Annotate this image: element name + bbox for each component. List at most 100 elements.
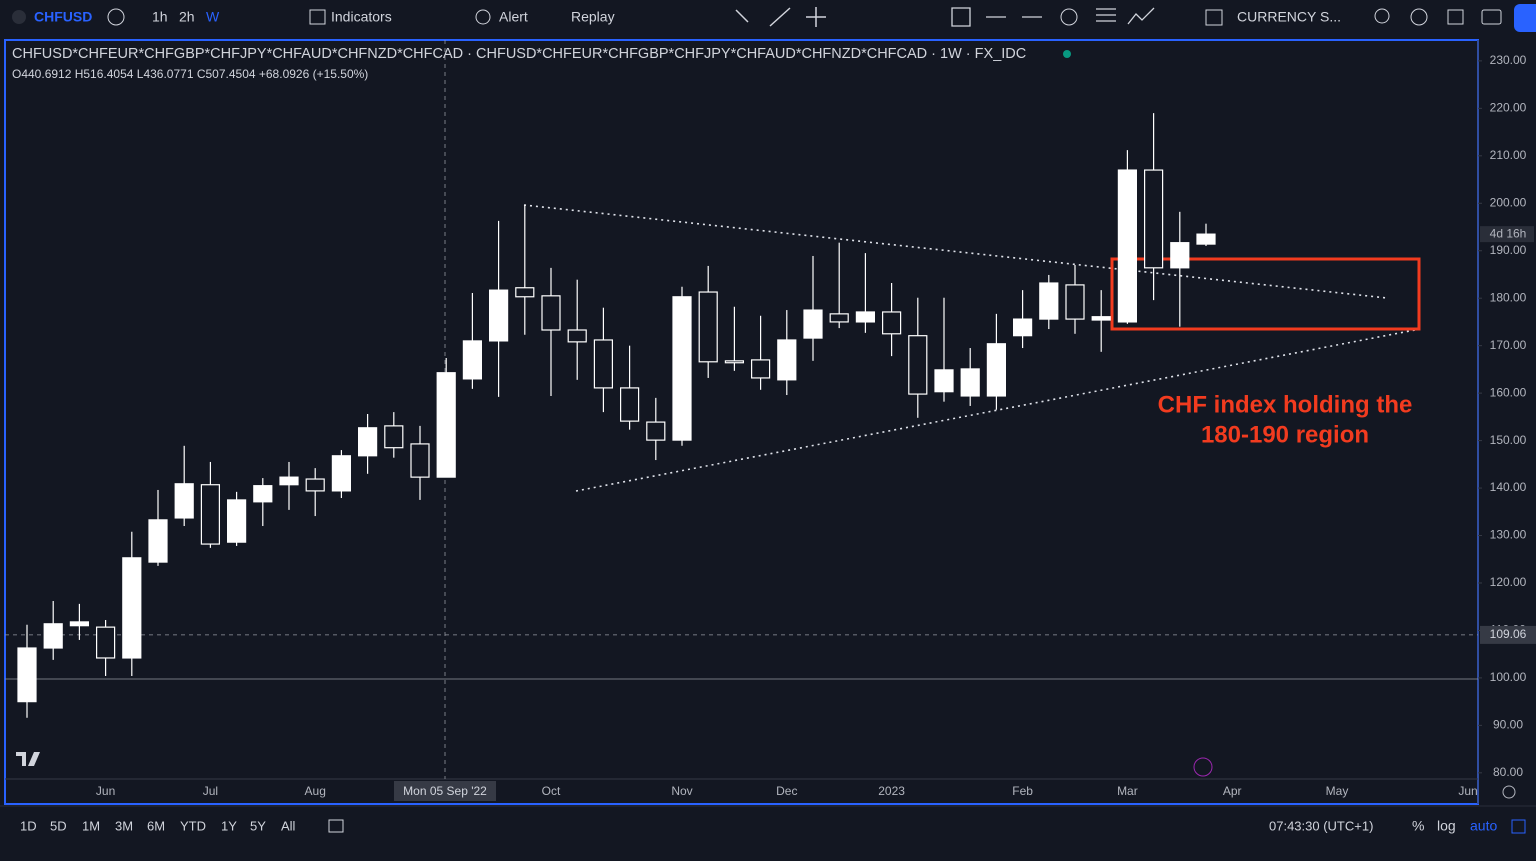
x-tick-label: Jun bbox=[96, 784, 115, 798]
alert-icon bbox=[475, 9, 491, 25]
snapshot-button[interactable] bbox=[1481, 9, 1502, 25]
auto-toggle[interactable]: auto bbox=[1470, 818, 1497, 834]
candle-body bbox=[305, 478, 325, 492]
range-button[interactable]: YTD bbox=[180, 818, 206, 833]
candle-body bbox=[829, 313, 849, 323]
measure-tool[interactable] bbox=[1060, 8, 1078, 26]
candle-body bbox=[122, 557, 142, 659]
candle-body bbox=[331, 455, 351, 492]
candle-body bbox=[489, 289, 509, 342]
x-tick-label: Jun bbox=[1458, 784, 1477, 798]
candle-body bbox=[934, 369, 954, 393]
layout-button[interactable]: CURRENCY S... bbox=[1237, 9, 1341, 25]
search-button[interactable] bbox=[1374, 8, 1390, 24]
y-tick-label: 190.00 bbox=[1490, 243, 1527, 257]
candle-body bbox=[567, 329, 587, 343]
candle-body bbox=[1143, 169, 1164, 269]
candle-body bbox=[436, 372, 456, 478]
y-tick-label: 220.00 bbox=[1490, 101, 1527, 115]
candle-body bbox=[777, 339, 797, 381]
candle-body bbox=[174, 483, 194, 519]
fullscreen-button[interactable] bbox=[1447, 9, 1464, 25]
range-button[interactable]: 1M bbox=[82, 818, 100, 833]
highlight-box bbox=[1110, 257, 1421, 331]
candle-body bbox=[148, 519, 168, 563]
candle-body bbox=[95, 626, 116, 659]
date-range-button[interactable] bbox=[328, 819, 344, 833]
candle-body bbox=[1065, 284, 1085, 320]
range-button[interactable]: 6M bbox=[147, 818, 165, 833]
indicators-button[interactable]: Indicators bbox=[331, 9, 392, 25]
candle-body bbox=[619, 387, 640, 422]
settings-button[interactable] bbox=[1410, 8, 1428, 26]
candle-body bbox=[672, 296, 692, 441]
y-tick-label: 100.00 bbox=[1490, 670, 1527, 684]
range-button[interactable]: 1D bbox=[20, 818, 37, 833]
publish-button[interactable] bbox=[1514, 4, 1536, 32]
candle-body bbox=[227, 499, 247, 543]
countdown-box bbox=[1480, 226, 1534, 243]
candle-body bbox=[69, 621, 90, 627]
candle-body bbox=[1012, 318, 1033, 337]
x-tick-label: Feb bbox=[1012, 784, 1033, 798]
candle-body bbox=[698, 291, 718, 363]
range-button[interactable]: 1Y bbox=[221, 818, 237, 833]
candle-body bbox=[803, 309, 823, 339]
alert-button[interactable]: Alert bbox=[499, 9, 528, 25]
layout-icon bbox=[1205, 9, 1223, 26]
market-status bbox=[1063, 50, 1071, 58]
candle-body bbox=[881, 311, 902, 335]
replay-button[interactable]: Replay bbox=[571, 9, 615, 25]
candle-body bbox=[593, 339, 614, 389]
ohlc-header: O440.6912 H516.4054 L436.0771 C507.4504 … bbox=[12, 67, 368, 81]
range-button[interactable]: All bbox=[281, 818, 296, 833]
chart-title: CHFUSD*CHFEUR*CHFGBP*CHFJPY*CHFAUD*CHFNZ… bbox=[12, 46, 1026, 62]
countdown: 4d 16h bbox=[1490, 226, 1527, 240]
log-toggle[interactable]: log bbox=[1437, 818, 1456, 834]
crosshair-x-box bbox=[394, 781, 496, 801]
events-icon[interactable] bbox=[1193, 757, 1213, 777]
y-tick-label: 210.00 bbox=[1490, 148, 1527, 162]
y-tick-label: 170.00 bbox=[1490, 338, 1527, 352]
candle-body bbox=[908, 335, 928, 395]
interval-button[interactable]: W bbox=[206, 9, 220, 25]
range-button[interactable]: 5Y bbox=[250, 818, 266, 833]
drawing-tool-icons-2[interactable] bbox=[951, 7, 1155, 27]
candle-body bbox=[541, 295, 561, 331]
x-tick-label: Aug bbox=[305, 784, 326, 798]
candle-body bbox=[724, 360, 745, 364]
x-tick-label: 2023 bbox=[878, 784, 905, 798]
y-tick-label: 140.00 bbox=[1490, 480, 1527, 494]
candle-body bbox=[410, 443, 430, 478]
candle-body bbox=[1117, 169, 1138, 323]
candle-body bbox=[986, 343, 1007, 397]
annotation: 180-190 region bbox=[1201, 421, 1369, 448]
compare-button[interactable] bbox=[107, 8, 125, 26]
y-tick-label: 130.00 bbox=[1490, 528, 1527, 542]
trendline-upper bbox=[523, 204, 1388, 299]
axis-settings[interactable] bbox=[1502, 785, 1516, 799]
symbol-icon bbox=[12, 10, 26, 24]
candle-body bbox=[253, 485, 273, 503]
candle-body bbox=[17, 647, 37, 703]
candle-body bbox=[43, 623, 63, 649]
y-tick-label: 200.00 bbox=[1490, 195, 1527, 209]
symbol[interactable]: CHFUSD bbox=[34, 9, 92, 25]
drawing-tool-icons[interactable] bbox=[735, 7, 826, 27]
interval-button[interactable]: 1h bbox=[152, 9, 168, 25]
interval-button[interactable]: 2h bbox=[179, 9, 195, 25]
reset-scale[interactable] bbox=[1511, 819, 1526, 834]
candle-body bbox=[855, 311, 876, 323]
range-button[interactable]: 5D bbox=[50, 818, 67, 833]
crosshair-y-label: 109.06 bbox=[1490, 627, 1527, 641]
annotation: CHF index holding the bbox=[1158, 391, 1413, 418]
x-tick-label: Jul bbox=[203, 784, 218, 798]
candle-body bbox=[646, 421, 666, 441]
range-button[interactable]: 3M bbox=[115, 818, 133, 833]
crosshair-x-label: Mon 05 Sep '22 bbox=[403, 784, 487, 798]
x-tick-label: Dec bbox=[776, 784, 797, 798]
percent-toggle[interactable]: % bbox=[1412, 818, 1424, 834]
